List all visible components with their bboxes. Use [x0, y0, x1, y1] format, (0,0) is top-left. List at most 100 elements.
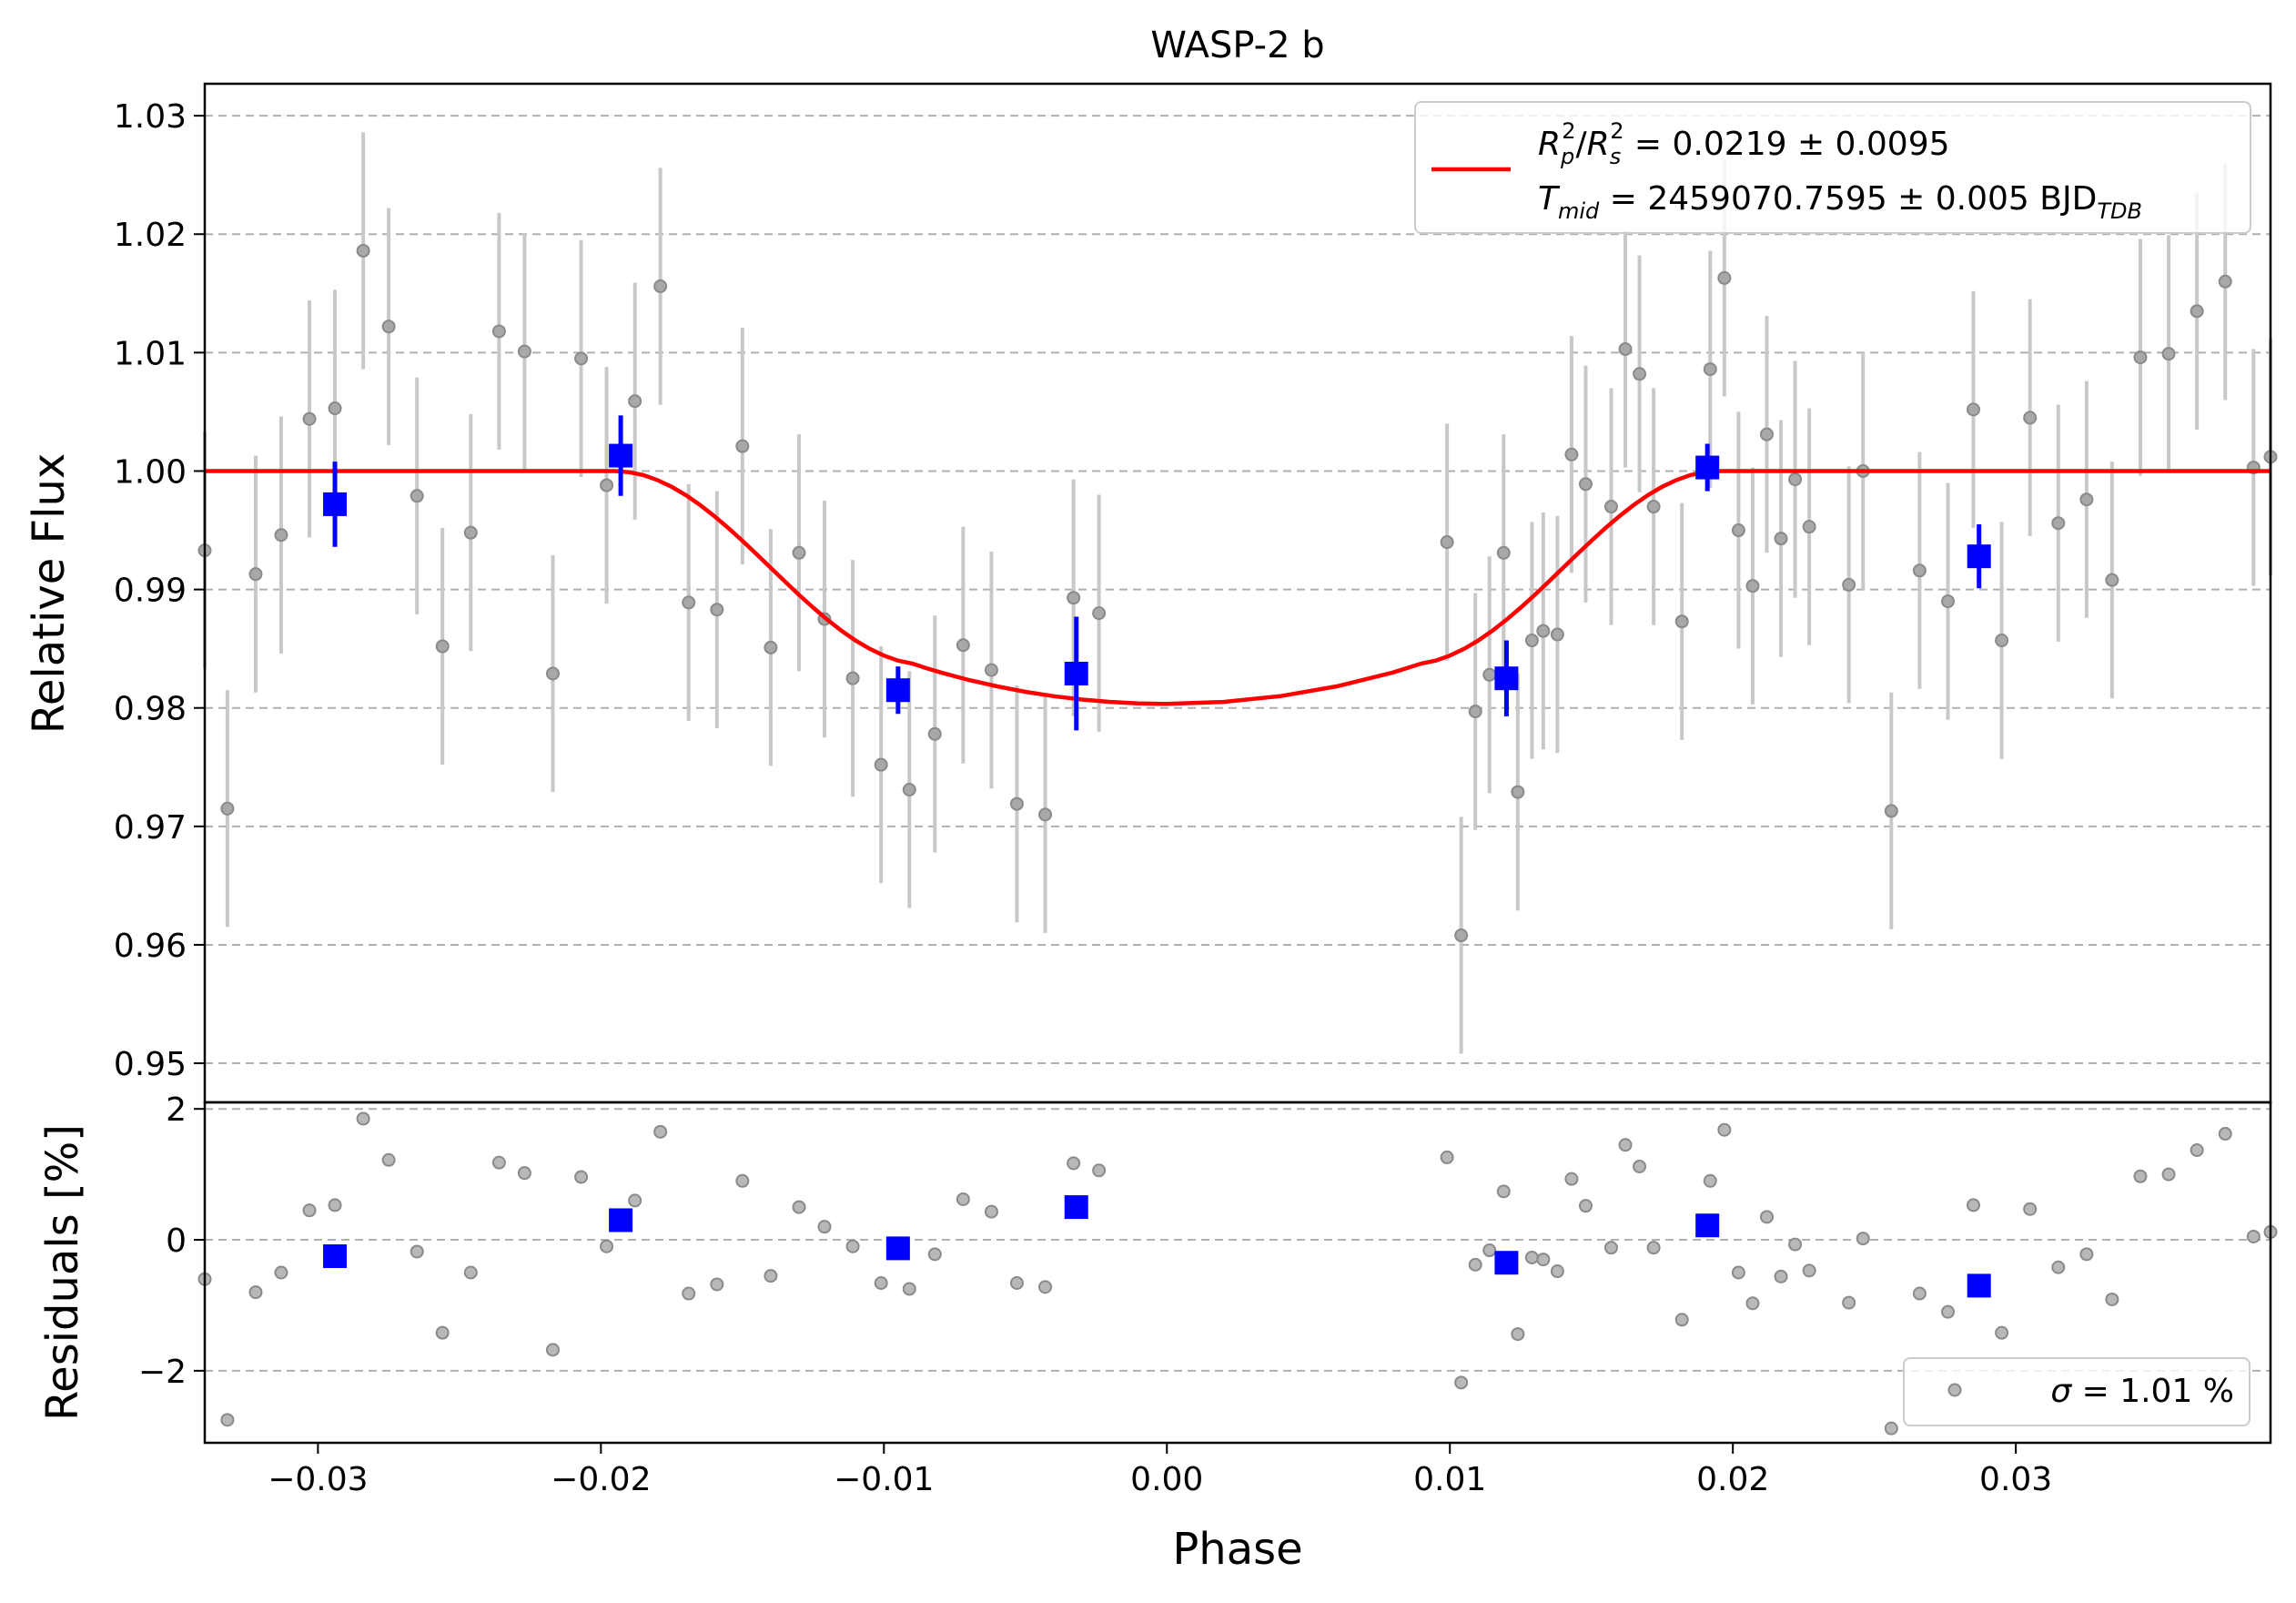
- residual-unbinned-point: [1788, 1237, 1803, 1252]
- unbinned-point: [1564, 447, 1579, 462]
- unbinned-point: [2051, 516, 2066, 531]
- main-binned-points: [323, 415, 1991, 731]
- unbinned-point: [2161, 347, 2176, 361]
- residual-unbinned-point: [1856, 1232, 1870, 1246]
- residual-unbinned-point: [220, 1413, 235, 1427]
- main-legend-tmid-entry: Tmid = 2459070.7595 ± 0.005 BJDTDB: [1538, 180, 2142, 224]
- unbinned-point: [792, 545, 806, 560]
- residual-unbinned-point: [792, 1200, 806, 1214]
- unbinned-point: [1966, 402, 1980, 417]
- unbinned-point: [1995, 634, 2009, 648]
- residual-unbinned-point: [1454, 1375, 1469, 1390]
- residual-unbinned-point: [1618, 1138, 1633, 1152]
- residual-unbinned-point: [2105, 1292, 2119, 1306]
- unbinned-point: [356, 243, 370, 258]
- unbinned-point: [248, 567, 263, 582]
- residual-unbinned-point: [2246, 1229, 2261, 1243]
- residual-unbinned-point: [328, 1198, 342, 1212]
- unbinned-point: [435, 639, 450, 654]
- unbinned-point: [491, 324, 506, 339]
- binned-point: [1494, 666, 1519, 691]
- chart-title: WASP-2 b: [1150, 25, 1324, 66]
- unbinned-point: [302, 411, 317, 426]
- x-tick-label: −0.01: [834, 1461, 934, 1498]
- residual-unbinned-point: [845, 1239, 860, 1253]
- unbinned-point: [1633, 367, 1647, 381]
- unbinned-point: [1482, 667, 1497, 682]
- x-tick-label: −0.03: [268, 1461, 368, 1498]
- unbinned-point: [1941, 594, 1956, 609]
- residual-legend-sigma-entry: σ = 1.01 %: [2050, 1373, 2234, 1410]
- binned-point: [1064, 661, 1088, 685]
- residual-unbinned-point: [1966, 1198, 1980, 1212]
- unbinned-point: [1674, 614, 1689, 629]
- unbinned-point: [220, 801, 235, 816]
- residual-unbinned-point: [381, 1152, 396, 1167]
- main-y-tick-label: 0.99: [114, 573, 187, 610]
- residual-y-ticks: −2 0 2: [138, 1091, 205, 1391]
- residual-unbinned-point: [1633, 1159, 1647, 1173]
- main-y-tick-label: 0.97: [114, 809, 187, 847]
- residual-unbinned-point: [463, 1265, 478, 1280]
- residual-unbinned-point: [682, 1286, 696, 1301]
- unbinned-point: [1496, 545, 1511, 560]
- residual-unbinned-point: [1774, 1269, 1788, 1283]
- residual-unbinned-point: [1564, 1172, 1579, 1186]
- unbinned-point: [874, 757, 888, 772]
- residual-unbinned-point: [735, 1173, 750, 1188]
- residual-unbinned-point: [1496, 1184, 1511, 1199]
- main-gridlines: [205, 115, 2271, 1065]
- transit-model: [205, 469, 2271, 706]
- residual-x-ticks: −0.03 −0.02 −0.01 0.00 0.01 0.02 0.03: [268, 1443, 2052, 1498]
- residual-unbinned-point: [545, 1343, 560, 1357]
- residual-unbinned-point: [1603, 1241, 1618, 1255]
- unbinned-point: [381, 320, 396, 334]
- residual-plot-frame: [203, 1101, 2272, 1445]
- unbinned-point: [328, 401, 342, 416]
- residual-unbinned-point: [1092, 1163, 1107, 1178]
- residual-binned-point: [1967, 1273, 1991, 1298]
- unbinned-point: [1550, 627, 1564, 642]
- residual-unbinned-point: [1731, 1265, 1745, 1280]
- residual-unbinned-point: [956, 1192, 970, 1206]
- residual-unbinned-point: [902, 1282, 916, 1296]
- residual-unbinned-point: [1995, 1325, 2009, 1340]
- residual-unbinned-point: [984, 1204, 998, 1219]
- residual-unbinned-point: [1067, 1156, 1081, 1171]
- residual-unbinned-point: [2218, 1127, 2232, 1141]
- x-tick-label: 0.00: [1130, 1461, 1203, 1498]
- main-y-axis-label: Relative Flux: [24, 453, 75, 735]
- residual-unbinned-point: [1745, 1296, 1760, 1311]
- residual-unbinned-point: [1009, 1276, 1024, 1291]
- residual-unbinned-point: [600, 1239, 614, 1253]
- unbinned-point: [1603, 500, 1618, 514]
- residual-unbinned-point: [817, 1220, 832, 1234]
- unbinned-point: [1774, 532, 1788, 546]
- unbinned-point: [1912, 563, 1927, 578]
- residual-unbinned-point: [2051, 1260, 2066, 1274]
- unbinned-point: [653, 279, 668, 293]
- residual-binned-point: [323, 1244, 348, 1269]
- main-y-tick-label: 0.95: [114, 1046, 187, 1083]
- unbinned-point: [2079, 492, 2094, 507]
- residual-unbinned-point: [927, 1247, 942, 1262]
- unbinned-point: [2133, 350, 2148, 365]
- residual-unbinned-point: [1674, 1313, 1689, 1327]
- unbinned-point: [517, 344, 531, 359]
- residual-unbinned-point: [1802, 1263, 1816, 1278]
- unbinned-point: [1038, 807, 1053, 822]
- main-y-tick-label: 1.02: [114, 217, 187, 254]
- unbinned-point: [927, 726, 942, 741]
- residual-unbinned-point: [764, 1269, 778, 1283]
- residual-y-tick-label: 2: [166, 1091, 187, 1129]
- residual-y-axis-label: Residuals [%]: [37, 1124, 88, 1421]
- unbinned-point: [600, 478, 614, 492]
- binned-point: [609, 443, 633, 468]
- unbinned-point: [1731, 523, 1745, 538]
- residual-unbinned-point: [491, 1155, 506, 1170]
- residual-unbinned-point: [1703, 1173, 1717, 1188]
- unbinned-point: [1511, 785, 1525, 799]
- unbinned-point: [274, 528, 288, 543]
- residual-unbinned-point: [1912, 1286, 1927, 1301]
- unbinned-point: [956, 638, 970, 653]
